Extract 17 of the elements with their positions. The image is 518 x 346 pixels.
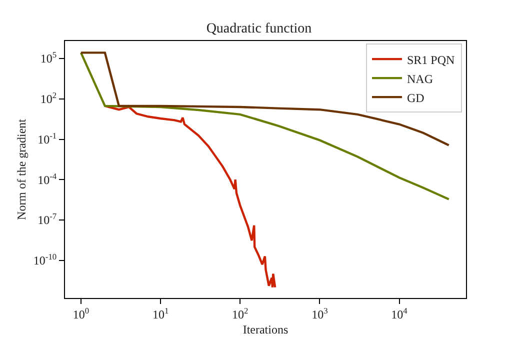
- y-tick-label: 10$^{2}$: [40, 91, 57, 106]
- x-tick-label: 10$^{3}$: [312, 306, 328, 322]
- x-axis-title: Iterations: [242, 322, 288, 336]
- x-tick-label: 10$^{2}$: [232, 306, 248, 322]
- legend-label: SR1 PQN: [406, 52, 456, 67]
- y-tick-label: 10$^{5}$: [40, 50, 57, 66]
- y-tick-label: 10$^{-7}$: [38, 212, 57, 228]
- y-axis-title: Norm of the gradient: [14, 118, 29, 220]
- chart-title: Quadratic function: [206, 22, 312, 37]
- y-tick-label: 10$^{-1}$: [38, 131, 57, 146]
- y-tick-label: 10$^{-10}$: [33, 252, 57, 268]
- y-tick-label: 10$^{-4}$: [38, 172, 58, 187]
- x-tick-label: 10$^{4}$: [391, 306, 408, 322]
- x-tick-label: 10$^{1}$: [152, 306, 169, 322]
- legend-label: NAG: [406, 72, 434, 86]
- x-tick-label: 10$^{0}$: [72, 306, 90, 322]
- legend-label: GD: [406, 90, 425, 105]
